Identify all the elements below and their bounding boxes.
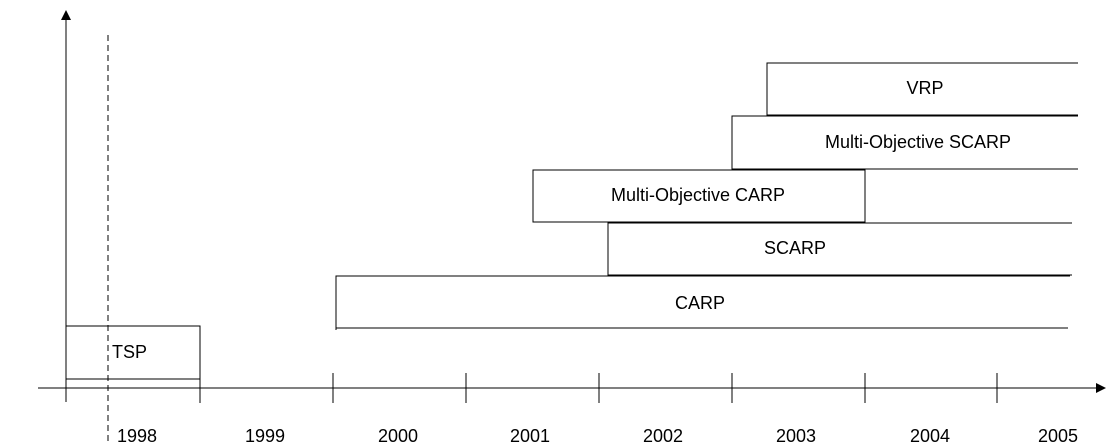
item-label: TSP [112,342,147,362]
item-label: Multi-Objective CARP [611,185,785,205]
year-label: 1999 [245,426,285,445]
item-box [607,222,1072,276]
item-label: Multi-Objective SCARP [825,132,1011,152]
item-label: CARP [675,293,725,313]
year-label: 2002 [643,426,683,445]
item-box [65,325,201,380]
year-label: 2004 [910,426,950,445]
item-box [731,115,1078,170]
year-label: 2005 [1038,426,1078,445]
year-label: 1998 [117,426,157,445]
year-label: 2000 [378,426,418,445]
year-label: 2001 [510,426,550,445]
year-label: 2003 [776,426,816,445]
item-box [766,62,1078,116]
ticks [199,373,998,403]
item-box [335,275,1070,330]
item-box [532,169,866,223]
item-label: VRP [906,78,943,98]
item-label: SCARP [764,238,826,258]
